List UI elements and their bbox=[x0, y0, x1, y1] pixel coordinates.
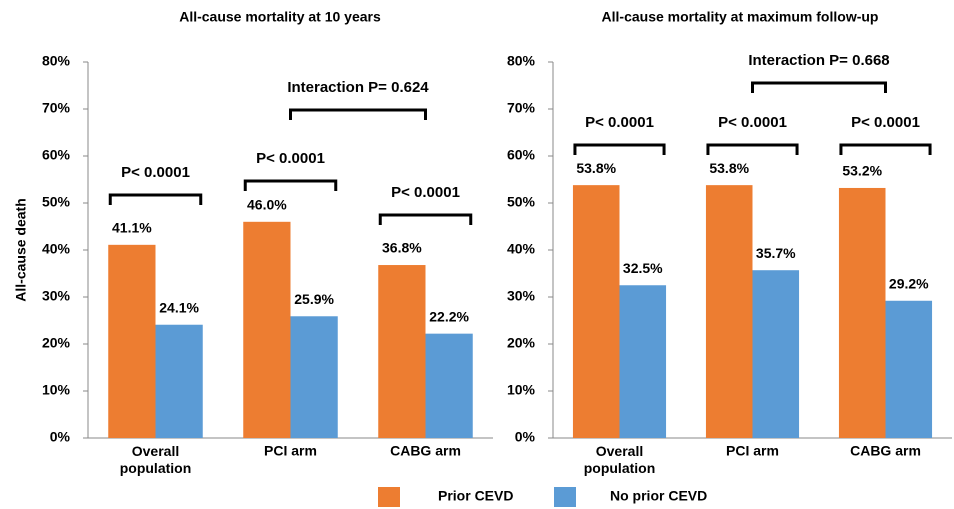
y-tick-label: 60% bbox=[42, 147, 71, 163]
bracket bbox=[706, 143, 799, 155]
y-tick-label: 40% bbox=[507, 241, 536, 257]
y-tick-label: 10% bbox=[507, 382, 536, 398]
value-label: 29.2% bbox=[889, 275, 929, 291]
value-label: 46.0% bbox=[247, 197, 287, 213]
bracket bbox=[289, 108, 427, 120]
y-tick-label: 50% bbox=[42, 194, 71, 210]
annotation: P< 0.0001 bbox=[391, 184, 460, 201]
bar bbox=[425, 333, 473, 438]
annotation: P< 0.0001 bbox=[121, 164, 190, 181]
bar bbox=[705, 185, 753, 438]
value-label: 53.2% bbox=[842, 163, 882, 179]
bracket bbox=[839, 143, 932, 155]
value-label: 36.8% bbox=[382, 240, 422, 256]
y-axis-label: All-cause death bbox=[13, 198, 29, 301]
bar bbox=[290, 316, 338, 438]
x-tick-label: CABG arm bbox=[850, 443, 921, 459]
bracket bbox=[108, 193, 203, 205]
bar bbox=[378, 265, 426, 438]
y-tick-label: 30% bbox=[507, 288, 536, 304]
bar bbox=[885, 300, 933, 438]
x-tick-label: PCI arm bbox=[726, 443, 779, 459]
value-label: 53.8% bbox=[709, 160, 749, 176]
value-label: 24.1% bbox=[159, 299, 199, 315]
bar bbox=[155, 324, 203, 438]
y-tick-label: 30% bbox=[42, 288, 71, 304]
y-tick-label: 70% bbox=[42, 100, 71, 116]
bracket bbox=[243, 179, 338, 191]
y-tick-label: 0% bbox=[515, 429, 536, 445]
bar bbox=[243, 221, 291, 438]
value-label: 32.5% bbox=[623, 260, 663, 276]
bar bbox=[619, 285, 667, 438]
annotation: Interaction P= 0.624 bbox=[287, 79, 429, 96]
bar bbox=[108, 244, 156, 438]
chart-title: All-cause mortality at maximum follow-up bbox=[602, 9, 879, 25]
value-label: 25.9% bbox=[294, 291, 334, 307]
y-tick-label: 0% bbox=[50, 429, 71, 445]
value-label: 53.8% bbox=[576, 160, 616, 176]
x-tick-label: Overall population bbox=[120, 443, 192, 476]
bar bbox=[838, 187, 886, 438]
value-label: 22.2% bbox=[429, 308, 469, 324]
bracket bbox=[751, 81, 887, 93]
chart-title: All-cause mortality at 10 years bbox=[179, 9, 381, 25]
value-label: 41.1% bbox=[112, 220, 152, 236]
legend-swatch bbox=[554, 487, 576, 507]
y-tick-label: 20% bbox=[507, 335, 536, 351]
y-tick-label: 20% bbox=[42, 335, 71, 351]
y-tick-label: 80% bbox=[42, 53, 71, 69]
annotation: P< 0.0001 bbox=[851, 114, 920, 131]
value-label: 35.7% bbox=[756, 245, 796, 261]
legend-swatch bbox=[378, 487, 400, 507]
annotation: P< 0.0001 bbox=[718, 114, 787, 131]
y-tick-label: 60% bbox=[507, 147, 536, 163]
y-tick-label: 10% bbox=[42, 382, 71, 398]
annotation: Interaction P= 0.668 bbox=[748, 52, 889, 69]
y-tick-label: 80% bbox=[507, 53, 536, 69]
annotation: P< 0.0001 bbox=[256, 150, 325, 167]
y-tick-label: 50% bbox=[507, 194, 536, 210]
legend-label: No prior CEVD bbox=[610, 488, 707, 504]
bar bbox=[752, 270, 800, 438]
bar bbox=[572, 185, 620, 438]
x-tick-label: CABG arm bbox=[390, 443, 461, 459]
legend-label: Prior CEVD bbox=[438, 488, 513, 504]
annotation: P< 0.0001 bbox=[585, 114, 654, 131]
x-tick-label: PCI arm bbox=[264, 443, 317, 459]
bracket bbox=[378, 213, 473, 225]
bracket bbox=[573, 143, 666, 155]
x-tick-label: Overall population bbox=[584, 443, 656, 476]
y-tick-label: 40% bbox=[42, 241, 71, 257]
y-tick-label: 70% bbox=[507, 100, 536, 116]
